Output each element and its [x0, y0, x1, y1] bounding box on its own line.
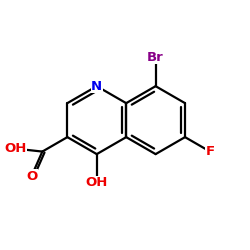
Text: F: F — [206, 145, 214, 158]
Text: OH: OH — [86, 176, 108, 190]
Text: O: O — [26, 170, 37, 183]
Text: N: N — [91, 80, 102, 93]
Text: OH: OH — [4, 142, 27, 155]
Text: Br: Br — [147, 51, 164, 64]
